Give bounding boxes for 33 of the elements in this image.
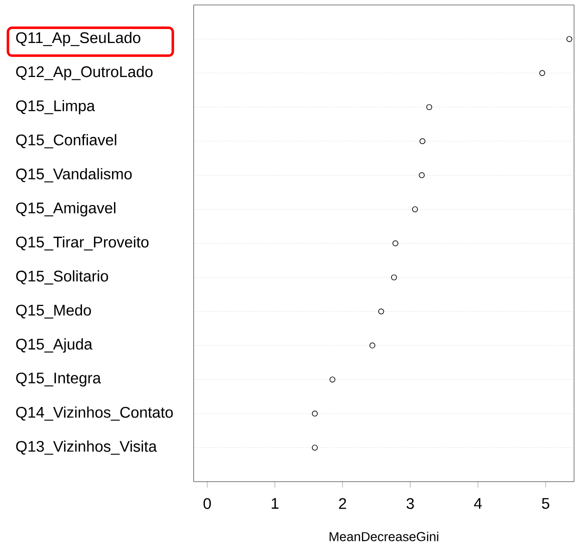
x-axis-title: MeanDecreaseGini	[330, 532, 438, 542]
y-tick-label: Q14_Vizinhos_Contato	[16, 406, 173, 421]
point	[392, 240, 398, 246]
y-tick-label: Q15_Vandalismo	[16, 168, 132, 182]
x-tick-label: 0	[204, 498, 211, 509]
y-tick-label: Q15_Integra	[16, 372, 101, 386]
y-tick-label: Q15_Tirar_Proveito	[16, 236, 149, 250]
point	[312, 444, 318, 450]
point	[420, 138, 426, 144]
y-tick-label: Q15_Medo	[16, 304, 91, 318]
y-tick-label: Q15_Amigavel	[16, 202, 116, 216]
point	[412, 206, 418, 212]
point	[426, 104, 432, 110]
y-tick-label: Q15_Solitario	[16, 270, 108, 284]
point	[391, 274, 397, 280]
y-tick-label: Q15_Ajuda	[16, 338, 92, 353]
y-tick-label: Q15_Limpa	[16, 100, 95, 114]
point	[566, 36, 572, 42]
point	[369, 342, 376, 348]
y-tick-label: Q11_Ap_SeuLado	[16, 32, 140, 46]
x-tick-label: 5	[542, 498, 550, 509]
point	[378, 308, 384, 314]
point	[539, 70, 546, 76]
y-tick-label: Q13_Vizinhos_Visita	[16, 440, 157, 455]
point	[329, 376, 336, 382]
point	[418, 172, 425, 178]
x-tick-label: 1	[272, 498, 278, 509]
x-tick-label: 4	[474, 498, 482, 509]
y-tick-label: Q12_Ap_OutroLado	[16, 66, 153, 80]
x-tick-label: 3	[406, 498, 414, 509]
x-tick-label: 2	[339, 498, 346, 509]
point	[312, 410, 318, 416]
y-tick-label: Q15_Confiavel	[16, 134, 116, 148]
